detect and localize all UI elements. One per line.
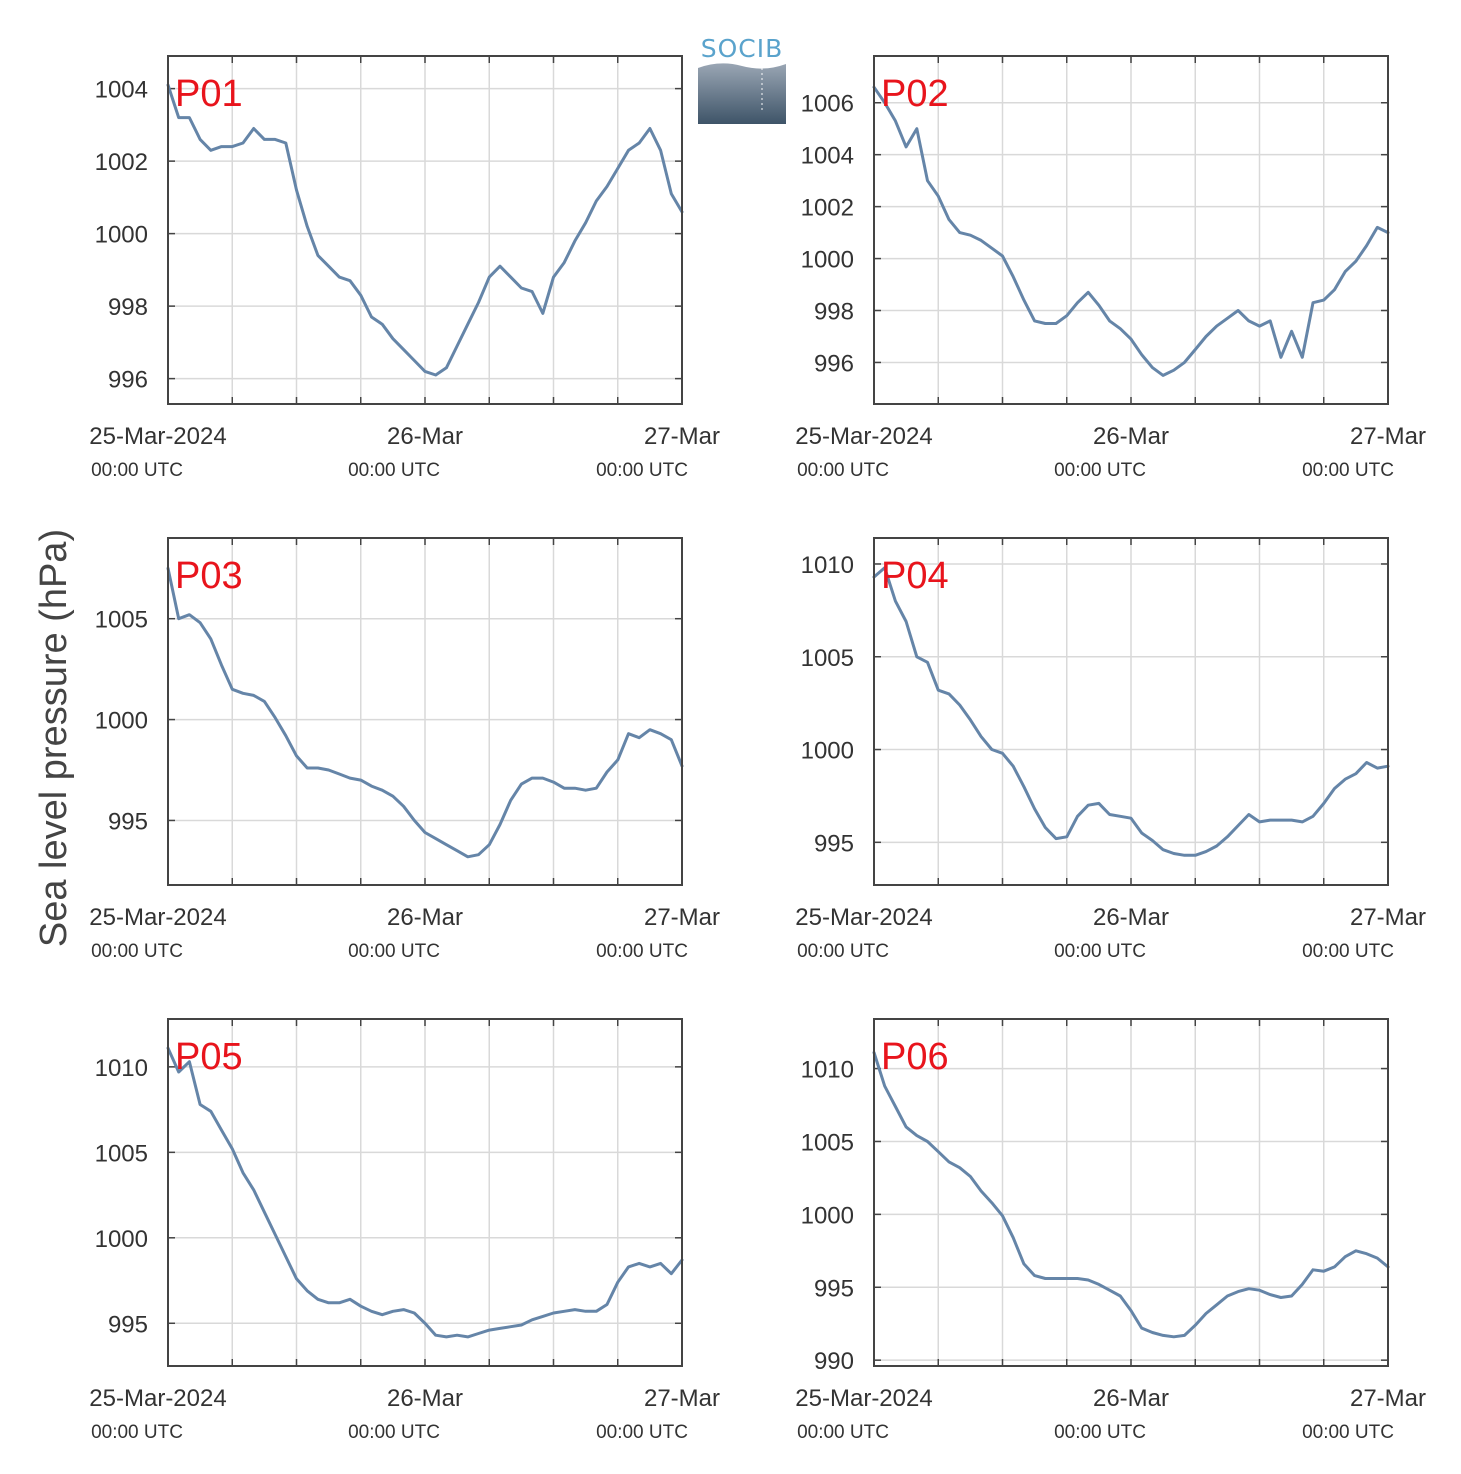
p01-ytick-label: 996	[108, 367, 148, 394]
p06-ytick-label: 990	[814, 1348, 854, 1375]
p02-xtick-sublabel: 00:00 UTC	[1302, 460, 1394, 481]
p06-xtick-sublabel: 00:00 UTC	[1054, 1422, 1146, 1443]
panels-container: 996 998 1000 1002 1004 P01 25-Mar-2024 00:00 UT…	[89, 55, 1426, 1443]
p02-xtick-label: 26-Mar	[1093, 423, 1169, 450]
p03-xtick-label: 26-Mar	[387, 904, 463, 931]
chart-p02: 996 998 1000 1002 1004 1006 P02 25-Mar-2024 00:0…	[795, 55, 1426, 481]
p04-frame	[873, 537, 1389, 886]
p06-ytick-label: 1005	[801, 1129, 854, 1156]
p05-panel-label: P05	[175, 1036, 243, 1078]
p06-xtick-label: 25-Mar-2024	[795, 1385, 932, 1412]
chart-p04: 995 1000 1005 1010 P04 25-Mar-2024 00:00 UTC 26…	[795, 537, 1426, 962]
p04-xtick-sublabel: 00:00 UTC	[1054, 941, 1146, 962]
p01-vertical-grid	[231, 56, 619, 404]
p06-xtick-sublabel: 00:00 UTC	[797, 1422, 889, 1443]
p03-xtick-label: 25-Mar-2024	[89, 904, 226, 931]
p03-vertical-grid	[231, 538, 619, 885]
y-axis-label: Sea level pressure (hPa)	[33, 529, 75, 947]
p06-ytick-label: 1010	[801, 1057, 854, 1084]
p01-frame	[167, 55, 683, 405]
p05-xtick-sublabel: 00:00 UTC	[91, 1422, 183, 1443]
p04-xtick-sublabel: 00:00 UTC	[797, 941, 889, 962]
p05-ytick-label: 995	[108, 1311, 148, 1338]
p05-xtick-label: 25-Mar-2024	[89, 1385, 226, 1412]
p03-ytick-label: 995	[108, 808, 148, 835]
p06-xtick-label: 27-Mar	[1350, 1385, 1426, 1412]
p04-panel-label: P04	[881, 555, 949, 597]
p02-ytick-label: 996	[814, 350, 854, 377]
p01-xtick-label: 25-Mar-2024	[89, 423, 226, 450]
p02-ytick-label: 1004	[801, 143, 854, 170]
chart-p05: 995 1000 1005 1010 P05 25-Mar-2024 00:00 UTC 26…	[89, 1018, 720, 1443]
p02-ytick-label: 1002	[801, 195, 854, 222]
p01-ytick-label: 1004	[95, 77, 148, 104]
p04-ytick-label: 1005	[801, 645, 854, 672]
p01-ytick-label: 1000	[95, 222, 148, 249]
p06-xtick-label: 26-Mar	[1093, 1385, 1169, 1412]
p03-xtick-sublabel: 00:00 UTC	[91, 941, 183, 962]
p02-xtick-sublabel: 00:00 UTC	[797, 460, 889, 481]
p01-panel-label: P01	[175, 73, 243, 115]
p03-pressure-line	[166, 566, 684, 859]
p05-frame	[167, 1018, 683, 1367]
chart-p03: 995 1000 1005 P03 25-Mar-2024 00:00 UTC 26-Mar…	[89, 537, 720, 962]
p01-xtick-sublabel: 00:00 UTC	[596, 460, 688, 481]
p02-pressure-line	[872, 85, 1390, 377]
p06-ytick-label: 1000	[801, 1202, 854, 1229]
p04-ytick-label: 995	[814, 830, 854, 857]
p04-xtick-label: 26-Mar	[1093, 904, 1169, 931]
p02-frame	[873, 55, 1389, 405]
p02-ytick-label: 1000	[801, 247, 854, 274]
logo-wave-icon	[698, 63, 786, 124]
p06-ytick-label: 995	[814, 1275, 854, 1302]
p04-vertical-grid	[937, 538, 1325, 885]
p04-xtick-label: 25-Mar-2024	[795, 904, 932, 931]
p02-ytick-label: 1006	[801, 91, 854, 118]
p05-xtick-label: 27-Mar	[644, 1385, 720, 1412]
p02-vertical-grid	[937, 56, 1325, 404]
p04-pressure-line	[872, 566, 1390, 857]
p02-xtick-sublabel: 00:00 UTC	[1054, 460, 1146, 481]
p03-xtick-sublabel: 00:00 UTC	[348, 941, 440, 962]
p06-xtick-sublabel: 00:00 UTC	[1302, 1422, 1394, 1443]
p04-ytick-label: 1000	[801, 738, 854, 765]
p01-pressure-line	[166, 83, 684, 377]
p01-xtick-sublabel: 00:00 UTC	[348, 460, 440, 481]
chart-p01: 996 998 1000 1002 1004 P01 25-Mar-2024 00:00 UT…	[89, 55, 720, 481]
p02-ytick-label: 998	[814, 299, 854, 326]
p05-xtick-label: 26-Mar	[387, 1385, 463, 1412]
p06-frame	[873, 1018, 1389, 1367]
p05-xtick-sublabel: 00:00 UTC	[596, 1422, 688, 1443]
p05-pressure-line	[166, 1046, 684, 1339]
p04-xtick-label: 27-Mar	[1350, 904, 1426, 931]
p05-ytick-label: 1010	[95, 1055, 148, 1082]
p06-vertical-grid	[937, 1019, 1325, 1366]
p05-ytick-label: 1000	[95, 1226, 148, 1253]
chart-p06: 990 995 1000 1005 1010 P06 25-Mar-2024 00:00 UT…	[795, 1018, 1426, 1443]
p02-xtick-label: 27-Mar	[1350, 423, 1426, 450]
p06-panel-label: P06	[881, 1036, 949, 1078]
p05-ytick-label: 1005	[95, 1140, 148, 1167]
socib-logo: SOCIB	[698, 34, 786, 124]
p01-xtick-sublabel: 00:00 UTC	[91, 460, 183, 481]
p03-xtick-sublabel: 00:00 UTC	[596, 941, 688, 962]
p05-xtick-sublabel: 00:00 UTC	[348, 1422, 440, 1443]
p03-frame	[167, 537, 683, 886]
p01-ytick-label: 998	[108, 294, 148, 321]
p03-ytick-label: 1000	[95, 708, 148, 735]
p05-vertical-grid	[231, 1019, 619, 1366]
p06-pressure-line	[872, 1051, 1390, 1339]
p03-xtick-label: 27-Mar	[644, 904, 720, 931]
p03-ytick-label: 1005	[95, 607, 148, 634]
p02-panel-label: P02	[881, 73, 949, 115]
p01-xtick-label: 27-Mar	[644, 423, 720, 450]
p02-xtick-label: 25-Mar-2024	[795, 423, 932, 450]
p01-ytick-label: 1002	[95, 149, 148, 176]
p04-ytick-label: 1010	[801, 552, 854, 579]
p01-xtick-label: 26-Mar	[387, 423, 463, 450]
logo-text: SOCIB	[701, 34, 784, 63]
p04-xtick-sublabel: 00:00 UTC	[1302, 941, 1394, 962]
p03-panel-label: P03	[175, 555, 243, 597]
